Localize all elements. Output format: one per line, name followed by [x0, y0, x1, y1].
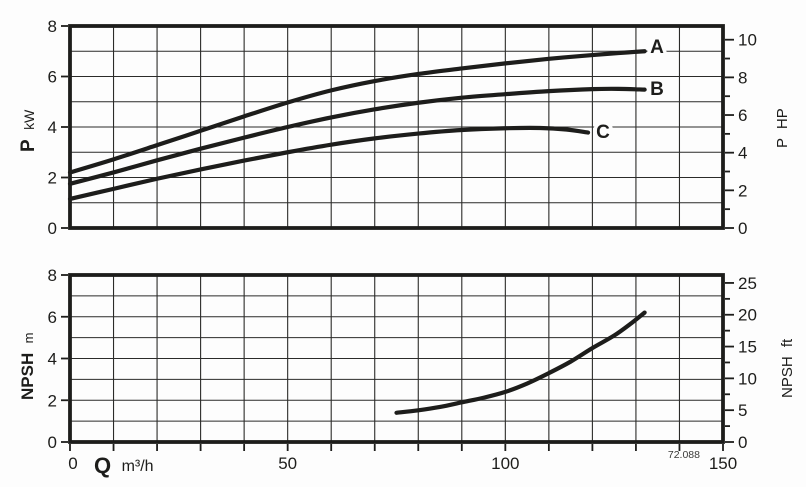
npsh-right-tick-label: 20 [738, 306, 757, 325]
power-left-tick-label: 6 [48, 68, 57, 87]
curve-C [67, 125, 591, 202]
npsh-x-tick-label: 0 [68, 454, 77, 473]
npsh-right-tick-label: 0 [738, 433, 747, 452]
npsh-right-tick-label: 5 [738, 401, 747, 420]
curve-label-B: B [650, 79, 664, 100]
power-left-axis-symbol: P [18, 139, 39, 152]
power-left-axis-unit: kW [21, 109, 37, 130]
power-right-tick-label: 2 [738, 181, 747, 200]
power-right-tick-label: 0 [738, 219, 747, 238]
power-left-tick-label: 0 [48, 219, 57, 238]
npsh-plot-border [68, 273, 725, 444]
npsh-x-tick-label: 100 [491, 454, 519, 473]
power-left-axis-title: P kW [18, 109, 39, 152]
npsh-x-tick-label: 150 [709, 454, 737, 473]
curve-label-C: C [596, 122, 610, 143]
npsh-left-tick-label: 8 [48, 266, 57, 285]
npsh-left-axis-title: NPSH m [18, 332, 37, 400]
power-right-tick-label: 8 [738, 68, 747, 87]
power-right-axis-symbol: P [774, 138, 791, 148]
power-left-tick-label: 8 [48, 17, 57, 36]
npsh-chart: 0 2 4 6 8 0 5 10 15 20 25 0 50 100 150 [48, 266, 757, 473]
figure-code: 72.088 [668, 449, 700, 461]
npsh-right-tick-label: 25 [738, 274, 757, 293]
npsh-x-tick-label: 50 [278, 454, 297, 473]
npsh-left-tick-label: 2 [48, 391, 57, 410]
npsh-right-axis-symbol: NPSH [779, 356, 796, 398]
x-axis-unit: m³/h [122, 458, 154, 475]
power-chart: 0 2 4 6 8 0 2 4 6 8 10 [48, 17, 757, 238]
power-right-tick-label: 10 [738, 31, 757, 50]
power-right-axis-title: P HP [774, 108, 791, 148]
npsh-right-tick-label: 15 [738, 338, 757, 357]
npsh-left-tick-label: 0 [48, 433, 57, 452]
power-left-tick-label: 2 [48, 169, 57, 188]
curve-A [67, 49, 647, 175]
power-right-tick-label: 6 [738, 106, 747, 125]
npsh-left-axis-symbol: NPSH [18, 353, 37, 400]
npsh-left-tick-label: 4 [48, 350, 57, 369]
npsh-left-axis-unit: m [21, 332, 36, 343]
npsh-right-axis-title: NPSH ft [779, 338, 796, 398]
x-axis-symbol: Q [94, 453, 111, 478]
power-right-axis-unit: HP [774, 108, 791, 129]
power-right-tick-label: 4 [738, 144, 747, 163]
npsh-right-axis-unit: ft [779, 338, 796, 347]
curve-label-A: A [650, 37, 664, 58]
curve-B [67, 86, 647, 186]
npsh-right-tick-label: 10 [738, 369, 757, 388]
power-plot-border [68, 24, 725, 230]
x-axis-title: Q m³/h [94, 453, 154, 478]
npsh-left-tick-label: 6 [48, 308, 57, 327]
curve-NPSH [394, 310, 647, 415]
power-left-tick-label: 4 [48, 118, 57, 137]
